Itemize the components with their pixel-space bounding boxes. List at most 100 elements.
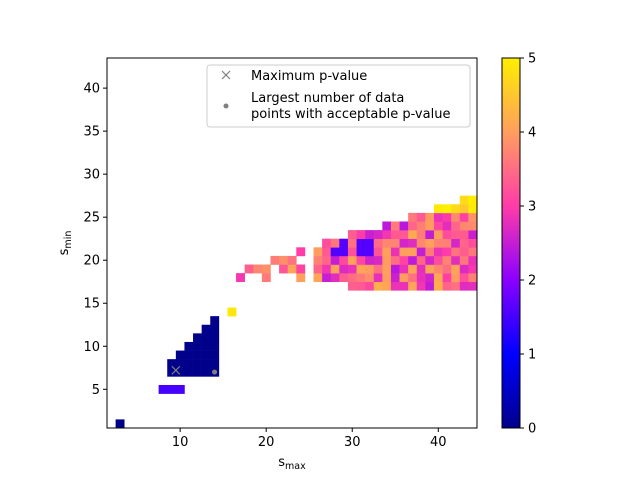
heatmap-cell <box>365 255 375 265</box>
heatmap-cell <box>451 255 461 265</box>
heatmap-cell <box>425 238 435 248</box>
heatmap-cell <box>175 367 185 377</box>
largest-n-marker <box>212 369 218 375</box>
heatmap-cell <box>433 264 443 274</box>
heatmap-cell <box>373 273 383 283</box>
colorbar-tick-label: 1 <box>528 348 536 363</box>
heatmap-cell <box>279 264 288 274</box>
heatmap-cell <box>459 230 469 239</box>
heatmap-cell <box>425 247 435 257</box>
heatmap-cell <box>390 238 400 248</box>
heatmap-cell <box>356 281 366 291</box>
heatmap-cell <box>382 238 392 248</box>
legend-label-largest-line2: points with acceptable p-value <box>251 107 450 122</box>
heatmap-cell <box>210 341 220 351</box>
heatmap-cell <box>158 384 168 394</box>
heatmap-cell <box>433 212 443 222</box>
heatmap-cell <box>184 359 194 369</box>
heatmap-cell <box>425 230 435 239</box>
heatmap-cell <box>416 221 426 231</box>
colorbar-tick-label: 0 <box>528 422 536 437</box>
heatmap-cell <box>442 204 452 214</box>
heatmap-cell <box>296 273 306 283</box>
heatmap-cell <box>287 264 297 274</box>
colorbar-gradient <box>501 57 521 429</box>
heatmap-cell <box>468 212 477 222</box>
heatmap-cell <box>347 264 357 274</box>
heatmap-cell <box>261 273 271 283</box>
heatmap-cell <box>210 333 220 343</box>
legend-x-marker <box>221 70 231 80</box>
legend-label-max-p: Maximum p-value <box>251 69 367 84</box>
heatmap-cell <box>373 281 383 291</box>
heatmap-cell <box>390 255 400 265</box>
x-tick-label: 10 <box>172 435 189 450</box>
heatmap-cell <box>356 247 366 257</box>
plot-frame <box>106 57 478 429</box>
heatmap-cell <box>193 367 202 377</box>
heatmap-cell <box>390 221 400 231</box>
heatmap-cell <box>459 264 469 274</box>
heatmap-cell <box>339 247 349 257</box>
heatmap-cell <box>210 316 220 326</box>
x-tick-label: 30 <box>344 435 361 450</box>
heatmap-cell <box>459 195 469 205</box>
heatmap-cell <box>330 238 340 248</box>
heatmap-cell <box>416 264 426 274</box>
heatmap-cell <box>459 255 469 265</box>
y-tick-label: 20 <box>83 254 100 269</box>
heatmap-cell <box>416 247 426 257</box>
heatmap-cell <box>451 264 461 274</box>
heatmap-cell <box>425 212 435 222</box>
heatmap-cell <box>399 221 409 231</box>
heatmap-cell <box>347 230 357 239</box>
heatmap-cell <box>399 238 409 248</box>
heatmap-cell <box>451 230 461 239</box>
heatmap-cell <box>365 273 375 283</box>
heatmap-cell <box>356 238 366 248</box>
heatmap-cell <box>322 247 332 257</box>
heatmap-cell <box>339 255 349 265</box>
heatmap-cell <box>373 264 383 274</box>
heatmap-cell <box>339 264 349 274</box>
heatmap-cell <box>201 350 211 360</box>
heatmap-cell <box>382 273 392 283</box>
heatmap-cell <box>201 367 211 377</box>
heatmap-cell <box>184 341 194 351</box>
legend: Maximum p-value Largest number of data p… <box>206 64 471 128</box>
y-tick-label: 35 <box>83 125 100 140</box>
heatmap-cell <box>279 255 288 265</box>
y-tick-label: 40 <box>83 82 100 97</box>
heatmap-cell <box>313 247 323 257</box>
legend-label-largest-line1: Largest number of data <box>251 91 404 106</box>
heatmap-cell <box>433 281 443 291</box>
heatmap-cell <box>330 264 340 274</box>
heatmap-cell <box>433 255 443 265</box>
colorbar-tick-label: 5 <box>528 52 536 67</box>
heatmap-cell <box>167 359 177 369</box>
heatmap-cell <box>468 255 477 265</box>
heatmap-cell <box>408 221 418 231</box>
heatmap-cell <box>210 359 220 369</box>
heatmap-cell <box>347 238 357 248</box>
x-axis-title: smax <box>278 455 306 472</box>
heatmap-cell <box>433 273 443 283</box>
heatmap-cell <box>442 212 452 222</box>
heatmap-cell <box>175 384 185 394</box>
heatmap-cell <box>459 281 469 291</box>
heatmap-cell <box>382 247 392 257</box>
heatmap-cell <box>210 350 220 360</box>
heatmap-cell <box>184 350 194 360</box>
heatmap-cell <box>399 230 409 239</box>
heatmap-cell <box>442 230 452 239</box>
heatmap-cell <box>459 238 469 248</box>
heatmap-cell <box>459 212 469 222</box>
heatmap-cell <box>390 230 400 239</box>
heatmap-cell <box>365 247 375 257</box>
heatmap-cell <box>339 238 349 248</box>
heatmap-cell <box>356 273 366 283</box>
heatmap-cell <box>244 264 254 274</box>
heatmap-cell <box>382 281 392 291</box>
heatmap-cell <box>408 281 418 291</box>
heatmap-cell <box>425 264 435 274</box>
